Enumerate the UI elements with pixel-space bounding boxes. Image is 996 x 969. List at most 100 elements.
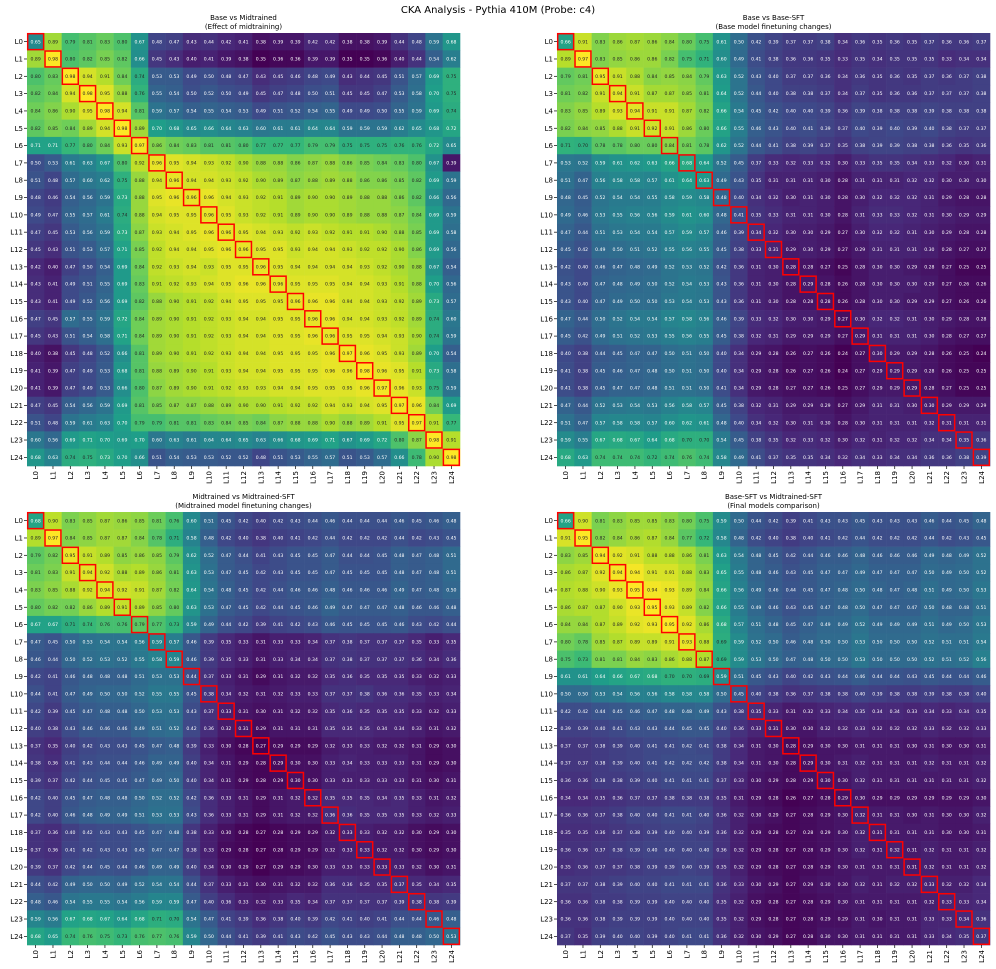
cell-value-label: 0.87 <box>100 536 110 542</box>
cell-value-label: 0.98 <box>429 438 439 444</box>
heatmap-cell <box>234 223 253 242</box>
heatmap-cell <box>252 154 270 172</box>
cell-value-label: 0.33 <box>221 709 231 715</box>
cell-value-label: 0.49 <box>83 386 93 392</box>
heatmap-cell <box>182 240 201 259</box>
cell-value-label: 0.38 <box>976 74 986 80</box>
cell-value-label: 0.48 <box>152 39 162 45</box>
cell-value-label: 0.46 <box>412 605 422 611</box>
cell-value-label: 0.49 <box>169 865 179 871</box>
x-tick-label: L20 <box>909 471 917 484</box>
y-tick-label: L22 <box>10 898 23 906</box>
cell-value-label: 0.34 <box>907 455 917 461</box>
cell-value-label: 0.40 <box>48 813 58 819</box>
heatmap-cell <box>373 154 392 172</box>
cell-value-label: 0.63 <box>578 455 588 461</box>
cell-value-label: 0.53 <box>169 709 179 715</box>
cell-value-label: 0.73 <box>117 934 127 940</box>
x-tick-label: L15 <box>292 471 300 484</box>
cell-value-label: 0.28 <box>942 247 952 253</box>
cell-value-label: 0.49 <box>924 553 934 559</box>
heatmap-cell <box>338 292 357 311</box>
cell-value-label: 0.74 <box>446 109 456 115</box>
cell-value-label: 0.42 <box>907 536 917 542</box>
cell-value-label: 0.72 <box>429 143 439 149</box>
cell-value-label: 0.37 <box>325 691 335 697</box>
cell-value-label: 0.80 <box>31 74 41 80</box>
cell-value-label: 0.45 <box>786 622 796 628</box>
y-tick-label: L9 <box>15 194 23 202</box>
cell-value-label: 0.42 <box>308 39 318 45</box>
cell-value-label: 0.83 <box>48 74 58 80</box>
cell-value-label: 0.34 <box>942 438 952 444</box>
cell-value-label: 0.29 <box>751 351 761 357</box>
cell-value-label: 0.49 <box>838 622 848 628</box>
heatmap-cell <box>269 154 288 172</box>
cell-value-label: 0.33 <box>342 830 352 836</box>
cell-value-label: 0.83 <box>595 39 605 45</box>
cell-value-label: 0.89 <box>342 195 352 201</box>
cell-value-label: 0.28 <box>768 795 778 801</box>
cell-value-label: 0.88 <box>412 282 422 288</box>
cell-value-label: 0.46 <box>786 640 796 646</box>
heatmap-cell <box>182 84 201 103</box>
cell-value-label: 0.85 <box>134 247 144 253</box>
cell-value-label: 0.35 <box>872 161 882 167</box>
heatmap-cell <box>148 84 166 103</box>
cell-value-label: 0.35 <box>907 57 917 63</box>
cell-value-label: 0.75 <box>117 178 127 184</box>
cell-value-label: 0.42 <box>308 536 318 542</box>
cell-value-label: 0.30 <box>308 865 318 871</box>
cell-value-label: 0.92 <box>117 588 127 594</box>
cell-value-label: 0.39 <box>48 709 58 715</box>
cell-value-label: 0.53 <box>152 74 162 80</box>
heatmap-cell <box>78 292 97 311</box>
heatmap-panel-2: Base vs Base-SFT(Base model finetuning c… <box>540 14 991 484</box>
cell-value-label: 0.91 <box>342 230 352 236</box>
cell-value-label: 0.58 <box>613 420 623 426</box>
heatmap-cell <box>130 102 149 120</box>
cell-value-label: 0.40 <box>786 109 796 115</box>
cell-value-label: 0.95 <box>308 386 318 392</box>
cell-value-label: 0.49 <box>117 813 127 819</box>
cell-value-label: 0.46 <box>890 553 900 559</box>
cell-value-label: 0.48 <box>394 934 404 940</box>
cell-value-label: 0.31 <box>976 161 986 167</box>
cell-value-label: 0.38 <box>682 795 692 801</box>
heatmap-cell <box>61 136 80 155</box>
cell-value-label: 0.84 <box>31 109 41 115</box>
heatmap-cell <box>61 275 80 294</box>
cell-value-label: 0.96 <box>204 195 214 201</box>
cell-value-label: 0.53 <box>100 386 110 392</box>
cell-value-label: 0.57 <box>65 316 75 322</box>
heatmap-cell <box>286 67 305 86</box>
heatmap-cell <box>321 119 340 138</box>
heatmap-panel-3: Midtrained vs Midtrained-SFT(Midtrained … <box>10 493 461 963</box>
cell-value-label: 0.55 <box>647 195 657 201</box>
cell-value-label: 0.36 <box>976 143 986 149</box>
cell-value-label: 0.87 <box>308 161 318 167</box>
cell-value-label: 0.37 <box>959 91 969 97</box>
cell-value-label: 0.61 <box>100 212 110 218</box>
cell-value-label: 0.31 <box>412 761 422 767</box>
heatmap-cell <box>148 102 166 120</box>
cell-value-label: 0.40 <box>204 899 214 905</box>
cell-value-label: 0.49 <box>907 622 917 628</box>
cell-value-label: 0.59 <box>429 39 439 45</box>
heatmap-cell <box>78 310 97 328</box>
cell-value-label: 0.30 <box>221 865 231 871</box>
cell-value-label: 0.31 <box>273 882 283 888</box>
cell-value-label: 0.55 <box>204 109 214 115</box>
cell-value-label: 0.56 <box>976 657 986 663</box>
cell-value-label: 0.44 <box>578 230 588 236</box>
cell-value-label: 0.25 <box>976 386 986 392</box>
cell-value-label: 0.61 <box>716 39 726 45</box>
cell-value-label: 0.46 <box>768 570 778 576</box>
cell-value-label: 0.30 <box>751 778 761 784</box>
cell-value-label: 0.35 <box>394 709 404 715</box>
cell-value-label: 0.40 <box>924 126 934 132</box>
cell-value-label: 0.37 <box>561 761 571 767</box>
heatmap-cell <box>304 136 322 155</box>
cell-value-label: 0.86 <box>360 178 370 184</box>
cell-value-label: 0.43 <box>117 847 127 853</box>
